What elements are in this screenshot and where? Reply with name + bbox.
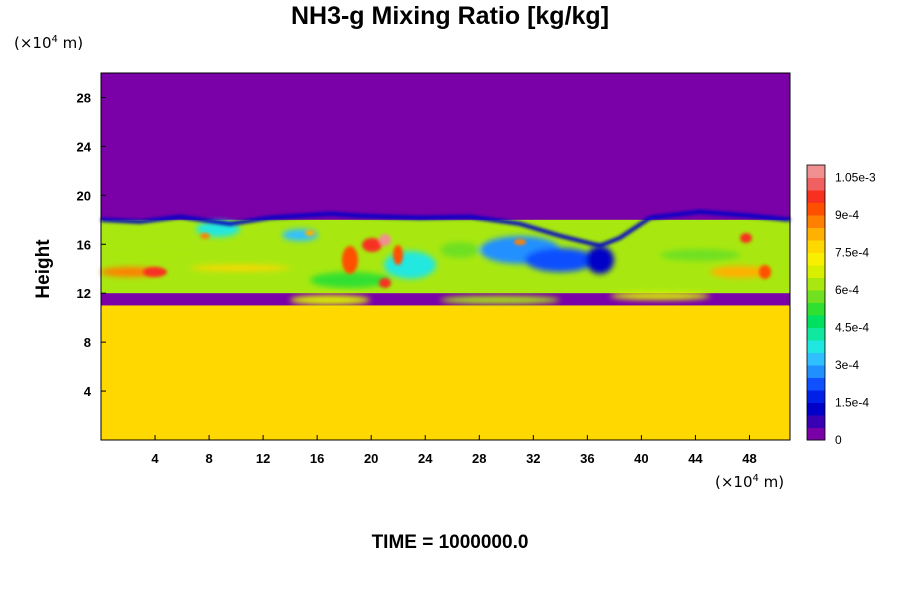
y-tick-label: 12 [77, 286, 91, 301]
colorbar-segment [807, 327, 825, 341]
x-tick-label: 36 [580, 451, 594, 466]
colorbar-segment [807, 415, 825, 428]
colorbar-segment [807, 240, 825, 253]
colorbar-segment [807, 365, 825, 378]
colorbar-tick-label: 4.5e-4 [835, 321, 869, 335]
y-tick-label: 20 [77, 188, 91, 203]
colorbar-tick-label: 7.5e-4 [835, 246, 869, 260]
x-tick-label: 16 [310, 451, 324, 466]
colorbar-segment [807, 377, 825, 391]
colorbar-segment [807, 340, 825, 353]
y-unit-label: (×104 m) [14, 34, 84, 52]
colorbar-segment [807, 215, 825, 228]
y-tick-label: 28 [77, 90, 91, 105]
colorbar-tick-label: 6e-4 [835, 283, 859, 297]
x-tick-label: 24 [418, 451, 433, 466]
x-tick-label: 48 [742, 451, 756, 466]
colorbar-segment [807, 427, 825, 441]
colorbar-tick-label: 1.5e-4 [835, 396, 869, 410]
time-label: TIME = 1000000.0 [371, 532, 529, 553]
y-tick-label: 4 [84, 384, 92, 399]
colorbar: 0 1.5e-4 3e-4 4.5e-4 6e-4 7.5e-4 9e-4 1.05e-3 [806, 164, 876, 447]
colorbar-segment [807, 402, 825, 416]
colorbar-segment [807, 290, 825, 303]
lower-region [101, 305, 790, 440]
x-tick-label: 4 [151, 451, 159, 466]
x-tick-label: 28 [472, 451, 486, 466]
x-tick-label: 8 [205, 451, 212, 466]
colorbar-tick-label: 3e-4 [835, 358, 859, 372]
colorbar-segment [807, 265, 825, 278]
colorbar-tick-label: 9e-4 [835, 208, 859, 222]
x-tick-label: 20 [364, 451, 378, 466]
colorbar-segment [807, 315, 825, 328]
colorbar-frame [806, 164, 826, 441]
colorbar-segment [807, 177, 825, 191]
plot-area [100, 72, 791, 441]
x-tick-label: 44 [688, 451, 703, 466]
y-tick-label: 8 [84, 335, 91, 350]
colorbar-segment [807, 277, 825, 291]
y-tick-label: 16 [77, 237, 91, 252]
colorbar-segment [807, 252, 825, 266]
cloud-top-edge [100, 209, 791, 248]
x-tick-label: 40 [634, 451, 648, 466]
colorbar-tick-label: 0 [835, 433, 842, 447]
colorbar-segment [807, 302, 825, 316]
chart-title: NH3-g Mixing Ratio [kg/kg] [290, 2, 610, 30]
plot-frame [100, 72, 791, 441]
hotspots [143, 230, 771, 288]
colorbar-segment [807, 202, 825, 216]
colorbar-segment [807, 190, 825, 203]
y-tick-label: 24 [77, 139, 92, 154]
x-unit-label: (×104 m) [715, 473, 785, 491]
colorbar-segment [807, 227, 825, 241]
colorbar-segment [807, 352, 825, 366]
colorbar-segment [807, 390, 825, 403]
x-tick-label: 32 [526, 451, 540, 466]
x-tick-label: 12 [256, 451, 270, 466]
colorbar-tick-label: 1.05e-3 [835, 171, 876, 185]
colorbar-segment [807, 165, 825, 178]
